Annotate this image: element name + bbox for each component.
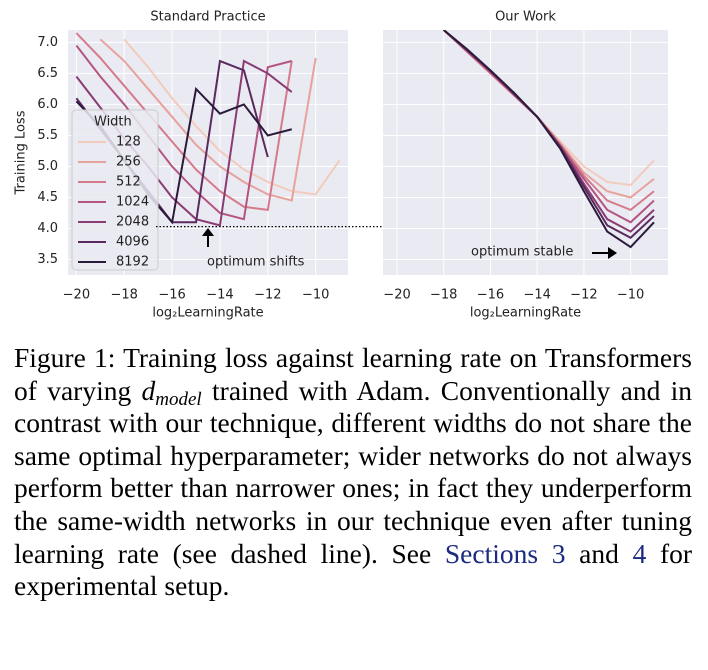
chart-title: Standard Practice: [150, 10, 265, 25]
section-link[interactable]: 4: [632, 537, 647, 569]
caption: Figure 1: Training loss against learning…: [14, 342, 692, 603]
y-tick-label: 3.5: [37, 252, 58, 267]
x-tick-label: −20: [63, 288, 90, 303]
legend-title: Width: [94, 115, 132, 130]
section-link[interactable]: Sections 3: [444, 537, 566, 569]
legend-label: 512: [116, 175, 141, 190]
legend-label: 2048: [116, 215, 149, 230]
plot-background: [383, 30, 668, 275]
caption-text: Training loss against learning rate on T…: [14, 342, 692, 406]
x-tick-label: −12: [254, 288, 281, 303]
caption-text: and: [579, 537, 619, 569]
legend-label: 128: [116, 135, 141, 150]
caption-text: trained with Adam. Conventionally and in…: [14, 374, 693, 569]
annotation: optimum stable: [471, 245, 573, 260]
y-tick-label: 4.5: [37, 190, 58, 205]
series-line: [99, 38, 317, 202]
legend-label: 256: [116, 155, 141, 170]
y-tick-label: 4.0: [37, 221, 58, 236]
math: d: [141, 374, 156, 406]
y-tick-label: 5.0: [37, 159, 58, 174]
series-line: [75, 44, 293, 221]
y-tick-label: 6.0: [37, 97, 58, 112]
x-axis-label: log₂LearningRate: [470, 306, 581, 321]
series-line: [443, 30, 655, 249]
legend-label: 8192: [116, 255, 149, 270]
arrow-head: [202, 228, 214, 236]
x-tick-label: −18: [430, 288, 457, 303]
chart-title: Our Work: [495, 10, 556, 25]
x-tick-label: −20: [383, 288, 410, 303]
x-tick-label: −16: [477, 288, 504, 303]
math-sub: model: [155, 388, 202, 410]
figure: Standard Practice 3.5 4.0 4.5 5.0 5.5 6.0 6.5 7.…: [14, 10, 668, 321]
series-line: [123, 38, 341, 196]
arrow-head: [608, 247, 617, 259]
x-axis-label: log₂LearningRate: [152, 306, 263, 321]
y-tick-label: 5.5: [37, 128, 58, 143]
x-tick-label: −18: [111, 288, 138, 303]
x-tick-label: −10: [617, 288, 644, 303]
legend-label: 1024: [116, 195, 149, 210]
annotation: optimum shifts: [207, 255, 305, 270]
legend-box: [71, 109, 159, 271]
x-tick-label: −12: [570, 288, 597, 303]
x-tick-label: −14: [523, 288, 550, 303]
y-tick-label: 7.0: [37, 35, 58, 50]
y-axis-label: Training Loss: [14, 110, 29, 195]
x-tick-label: −10: [302, 288, 329, 303]
lines: [443, 30, 655, 249]
legend-label: 4096: [116, 235, 149, 250]
y-tick-label: 6.5: [37, 66, 58, 81]
x-tick-label: −16: [158, 288, 185, 303]
caption-label: Figure 1:: [14, 342, 116, 373]
x-tick-label: −14: [206, 288, 233, 303]
caption-text: for experimental setup.: [14, 537, 693, 602]
